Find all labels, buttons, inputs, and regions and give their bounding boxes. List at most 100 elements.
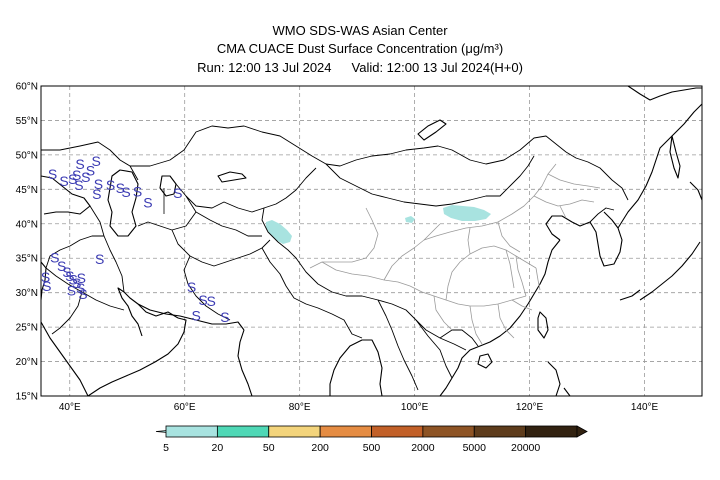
title-line-3: Run: 12:00 13 Jul 2024 Valid: 12:00 13 Ju… [0,60,720,76]
lon-tick-label: 100°E [401,402,429,413]
sandstorm-symbol: S [69,272,78,288]
prov-xinjiang-gansu [309,207,379,269]
longitude-labels: 40°E 60°E 80°E 100°E 120°E 140°E [59,402,659,413]
lat-tick-label: 20°N [16,357,38,368]
lon-tick-label: 60°E [174,402,196,413]
sandstorm-symbol: S [68,171,77,187]
sandstorm-symbol: S [220,309,229,325]
prov-qinghai-tibet [321,223,441,287]
lon-tick-label: 40°E [59,402,81,413]
coast-okhotsk [627,86,702,101]
sandstorm-symbol: S [72,167,81,183]
border-iran-iraq [45,205,125,293]
border-central-asia [137,195,262,237]
sandstorm-symbol: S [67,283,76,299]
colorbar-segment [319,425,372,438]
colorbar-label: 5000 [463,442,487,454]
border-mongolia [325,155,535,207]
lat-tick-label: 25°N [16,323,38,334]
coast-russia-pacific [617,103,702,229]
colorbar-label: 200 [311,442,329,454]
sandstorm-symbol: S [187,279,196,295]
lat-tick-label: 15°N [16,392,38,403]
lat-tick-label: 30°N [16,288,38,299]
lat-tick-label: 50°N [16,150,38,161]
border-kazakhstan-south [129,165,317,213]
coast-caspian [107,169,139,237]
sandstorm-symbol: S [76,280,85,296]
coast-hainan [477,353,493,369]
sandstorm-symbol: S [95,251,104,267]
colorbar-label: 20 [212,442,224,454]
sandstorm-symbol: S [50,250,59,266]
prov-central [409,227,537,307]
coast-iran-pakistan [137,303,245,331]
prov-east [505,249,541,297]
title-line-2: CMA CUACE Dust Surface Concentration (μg… [216,41,504,56]
colorbar-end-arrow [576,425,588,438]
colorbar-label: 50 [263,442,275,454]
coast-aral [159,175,177,197]
colorbar-segment [422,425,475,438]
lon-tick-label: 120°E [516,402,544,413]
coast-mediterranean-east [41,261,47,301]
dust-area-small [405,216,415,223]
prov-south [433,295,533,345]
colorbar-segment [268,425,321,438]
coast-india-west [237,329,253,396]
sandstorm-symbol: S [41,269,50,285]
lon-tick-label: 80°E [289,402,311,413]
border-russia-south [41,125,629,201]
prov-northeast [533,173,601,219]
sandstorm-symbol: S [143,194,152,210]
sandstorm-symbol: S [121,184,130,200]
prov-inner-mongolia [423,163,557,253]
coast-korea [589,211,623,267]
lat-tick-label: 60°N [16,82,38,93]
lon-tick-label: 140°E [631,402,659,413]
colorbar: 5 20 50 200 500 2000 5000 20000 [155,425,588,454]
colorbar-label: 500 [363,442,381,454]
title-line-1: WMO SDS-WAS Asian Center [272,23,448,38]
lat-tick-label: 45°N [16,185,38,196]
coast-bay-of-bengal [329,339,383,396]
sandstorm-symbol: S [133,183,142,199]
valid-time: Valid: 12:00 13 Jul 2024(H+0) [351,60,523,75]
sandstorm-symbol: S [106,177,115,193]
map-frame [40,85,703,397]
sandstorm-symbol: S [192,307,201,323]
sandstorm-symbol: S [173,185,182,201]
sandstorm-symbol: S [48,166,57,182]
colorbar-segment [165,425,218,438]
border-arabia [45,267,125,335]
colorbar-segment [525,425,578,438]
sandstorm-symbol: S [78,286,87,302]
coast-persian-gulf [117,287,179,337]
coast-sakhalin [669,135,681,179]
coast-baikal [417,119,447,141]
sandstorm-symbol: S [198,292,207,308]
colorbar-label: 5 [163,442,169,454]
sandstorm-symbol: S [62,264,71,280]
sandstorm-symbol: S [57,258,66,274]
dust-area-gobi [443,205,491,221]
border-korea-north [589,207,615,223]
dust-shading [266,205,491,244]
coast-japan [619,181,702,301]
sandstorm-symbol: S [92,186,101,202]
lat-tick-label: 35°N [16,254,38,265]
sandstorm-symbol: S [75,156,84,172]
dust-area-taklimakan [266,220,292,244]
latitude-labels: 60°N 55°N 50°N 45°N 40°N 35°N 30°N 25°N 20°N 15°N [16,82,38,403]
run-time: Run: 12:00 13 Jul 2024 [197,60,332,75]
colorbar-label: 20000 [511,442,540,454]
sandstorm-symbol: S [92,153,101,169]
graticule [41,86,702,396]
sandstorm-symbol: S [94,176,103,192]
colorbar-segment [371,425,424,438]
coast-red-sea [41,321,89,396]
coastlines [41,86,702,396]
